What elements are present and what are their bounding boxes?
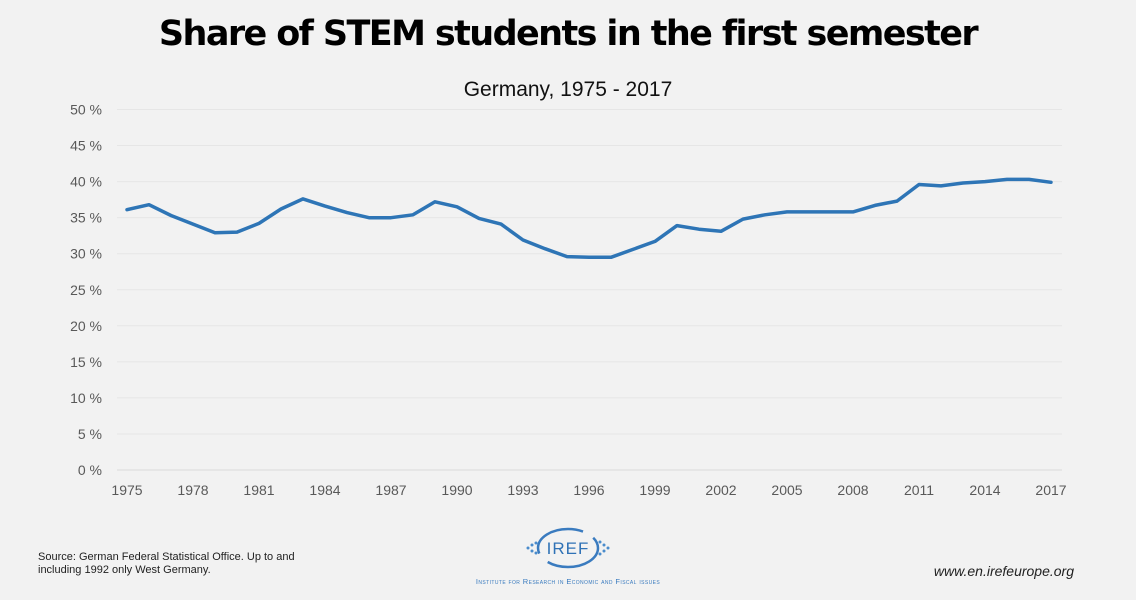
iref-logo-icon: IREF <box>526 527 610 569</box>
x-tick-label: 2005 <box>771 482 802 498</box>
x-tick-label: 1981 <box>243 482 274 498</box>
logo-caption: Institute for Research in Economic and F… <box>475 577 661 586</box>
line-chart: 0 % 5 % 10 % 15 % 20 % 25 % 30 % 35 % 40 % 45 % 50… <box>70 102 1067 499</box>
x-tick-label: 2002 <box>705 482 736 498</box>
x-tick-label: 1975 <box>111 482 142 498</box>
x-axis-ticks: 1975 1978 1981 1984 1987 1990 1993 1996 1999 2002… <box>111 482 1066 498</box>
x-tick-label: 1993 <box>507 482 538 498</box>
y-tick-label: 30 % <box>70 246 102 262</box>
y-tick-label: 20 % <box>70 318 102 334</box>
series-line <box>125 177 1053 260</box>
series-layer <box>125 177 1053 260</box>
x-tick-label: 2014 <box>969 482 1000 498</box>
chart-subtitle: Germany, 1975 - 2017 <box>463 78 673 101</box>
x-tick-label: 1990 <box>441 482 472 498</box>
x-tick-label: 1984 <box>309 482 340 498</box>
x-tick-label: 1999 <box>639 482 670 498</box>
source-note: Source: German Federal Statistical Offic… <box>38 551 295 576</box>
logo-wordmark: IREF <box>547 539 590 558</box>
website-url[interactable]: www.en.irefeurope.org <box>933 563 1074 579</box>
y-tick-label: 15 % <box>70 354 102 370</box>
y-tick-label: 45 % <box>70 138 102 154</box>
x-tick-label: 1996 <box>573 482 604 498</box>
y-tick-label: 10 % <box>70 390 102 406</box>
y-tick-label: 0 % <box>78 462 102 478</box>
gridlines <box>117 109 1062 471</box>
x-tick-label: 2008 <box>837 482 868 498</box>
y-tick-label: 35 % <box>70 210 102 226</box>
x-tick-label: 2011 <box>904 482 934 498</box>
y-tick-label: 40 % <box>70 174 102 190</box>
y-tick-label: 25 % <box>70 282 102 298</box>
x-tick-label: 1987 <box>375 482 406 498</box>
x-tick-label: 2017 <box>1035 482 1066 498</box>
x-tick-label: 1978 <box>177 482 208 498</box>
y-tick-label: 5 % <box>78 426 102 442</box>
chart-title: Share of STEM students in the first seme… <box>158 14 979 54</box>
y-axis-ticks: 0 % 5 % 10 % 15 % 20 % 25 % 30 % 35 % 40 % 45 % 50… <box>70 102 102 479</box>
y-tick-label: 50 % <box>70 102 102 118</box>
